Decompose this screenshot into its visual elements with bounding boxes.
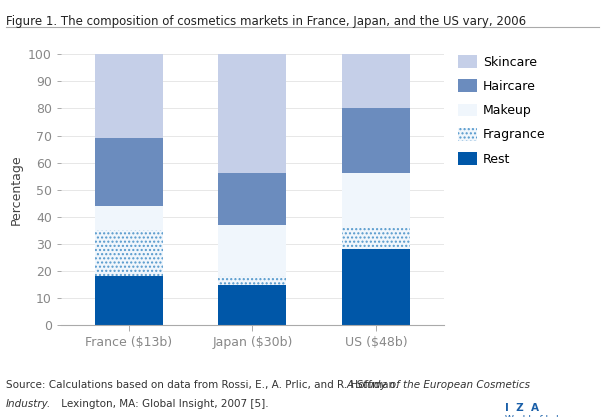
Bar: [218, 173, 286, 225]
Bar: [218, 276, 286, 285]
Bar: [95, 276, 163, 325]
Bar: [95, 206, 163, 230]
Bar: [95, 54, 163, 138]
Text: World of Labor: World of Labor: [505, 415, 571, 417]
Bar: [342, 173, 410, 228]
Bar: [218, 285, 286, 325]
Text: Source: Calculations based on data from Rossi, E., A. Prlic, and R. Hoffman.: Source: Calculations based on data from …: [6, 380, 402, 390]
Y-axis label: Percentage: Percentage: [9, 154, 22, 225]
Bar: [342, 108, 410, 173]
Bar: [218, 225, 286, 276]
Text: Figure 1. The composition of cosmetics markets in France, Japan, and the US vary: Figure 1. The composition of cosmetics m…: [6, 15, 526, 28]
Bar: [342, 228, 410, 249]
Text: Lexington, MA: Global Insight, 2007 [5].: Lexington, MA: Global Insight, 2007 [5].: [58, 399, 268, 409]
Bar: [342, 249, 410, 325]
Text: Industry.: Industry.: [6, 399, 51, 409]
Legend: Skincare, Haircare, Makeup, Fragrance, Rest: Skincare, Haircare, Makeup, Fragrance, R…: [458, 55, 545, 166]
Text: I  Z  A: I Z A: [505, 403, 539, 413]
Bar: [95, 138, 163, 206]
Bar: [95, 230, 163, 276]
Bar: [218, 54, 286, 173]
Bar: [342, 54, 410, 108]
Text: A Study of the European Cosmetics: A Study of the European Cosmetics: [347, 380, 531, 390]
